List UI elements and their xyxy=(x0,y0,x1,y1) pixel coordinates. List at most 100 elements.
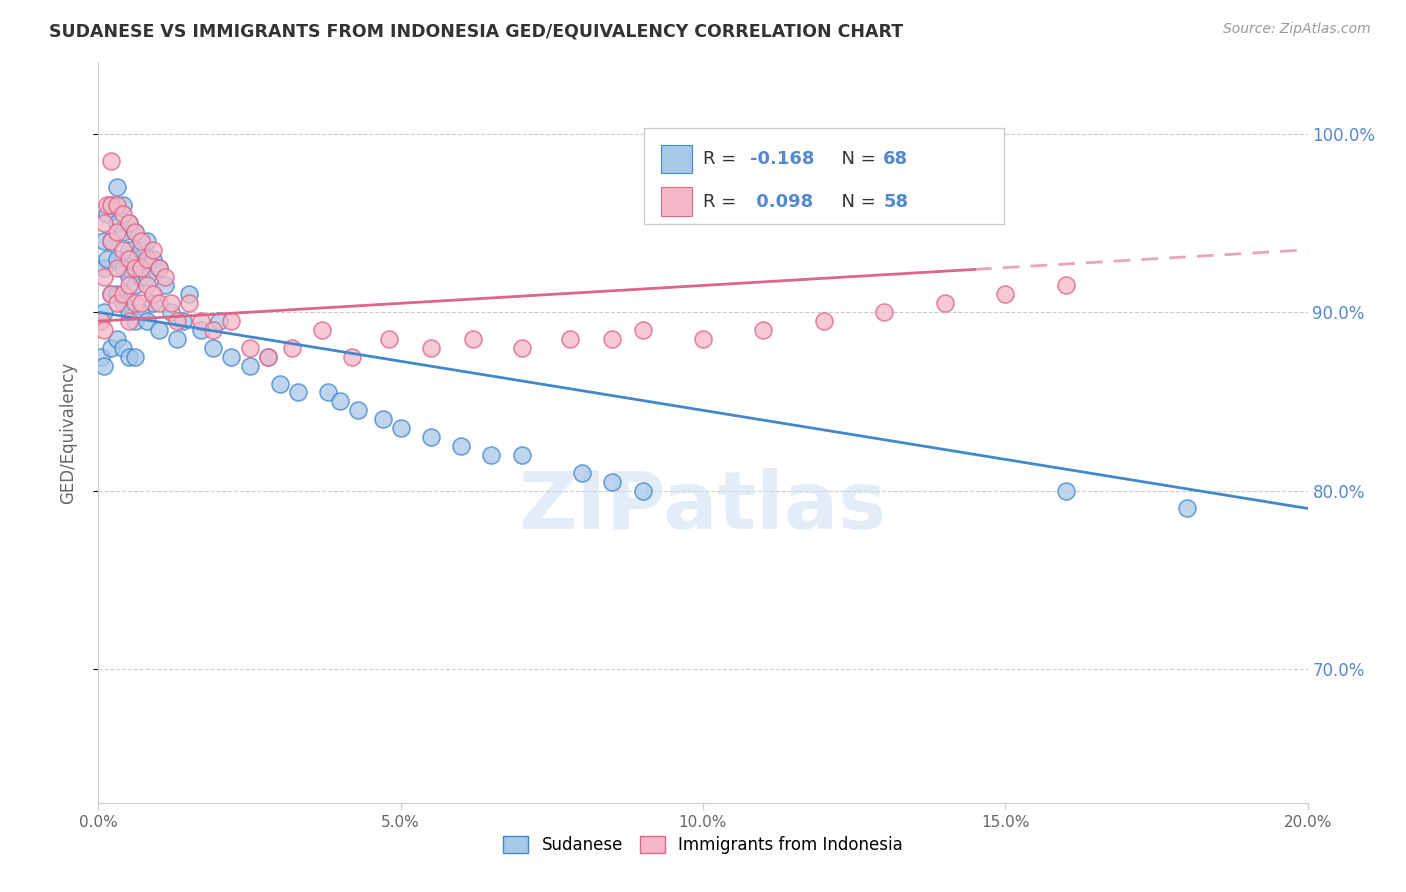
Point xyxy=(389,421,412,435)
Point xyxy=(450,439,472,453)
Point xyxy=(93,216,115,230)
Point xyxy=(166,332,188,346)
Point xyxy=(631,323,654,337)
Point xyxy=(118,252,141,266)
Point xyxy=(129,305,152,319)
Point xyxy=(148,296,170,310)
Point xyxy=(118,243,141,257)
Point xyxy=(239,341,262,355)
Point xyxy=(190,314,212,328)
Point xyxy=(208,314,231,328)
Text: 0.098: 0.098 xyxy=(749,193,813,211)
Point xyxy=(631,483,654,498)
Point xyxy=(129,243,152,257)
Point xyxy=(124,278,146,293)
Point xyxy=(148,323,170,337)
Point xyxy=(111,287,134,301)
Point xyxy=(202,341,225,355)
Point xyxy=(148,260,170,275)
Point xyxy=(287,385,309,400)
Point xyxy=(111,296,134,310)
Point xyxy=(111,198,134,212)
Point xyxy=(129,260,152,275)
Point xyxy=(118,314,141,328)
Point xyxy=(93,269,115,284)
Point xyxy=(124,252,146,266)
Point xyxy=(142,252,165,266)
Point xyxy=(166,314,188,328)
Point xyxy=(1054,278,1077,293)
Point xyxy=(420,341,443,355)
Point xyxy=(111,225,134,239)
Point xyxy=(93,234,115,248)
Point xyxy=(129,296,152,310)
Point xyxy=(111,243,134,257)
Point xyxy=(510,448,533,462)
Point xyxy=(124,314,146,328)
Point xyxy=(371,412,394,426)
Point xyxy=(256,350,278,364)
Point xyxy=(571,466,593,480)
Point xyxy=(100,287,122,301)
Point xyxy=(124,225,146,239)
Point xyxy=(129,234,152,248)
Point xyxy=(873,305,896,319)
Point xyxy=(463,332,485,346)
Point xyxy=(602,475,624,489)
Point xyxy=(934,296,956,310)
Point xyxy=(420,430,443,444)
Point xyxy=(179,287,201,301)
Point xyxy=(124,225,146,239)
Point xyxy=(90,350,112,364)
Point xyxy=(105,252,128,266)
Point xyxy=(153,269,176,284)
Point xyxy=(752,323,775,337)
Point xyxy=(100,234,122,248)
Point xyxy=(90,314,112,328)
Point xyxy=(221,314,243,328)
Point xyxy=(179,296,201,310)
Point xyxy=(100,341,122,355)
Text: -0.168: -0.168 xyxy=(749,150,814,168)
Point xyxy=(172,314,194,328)
Point xyxy=(100,198,122,212)
Text: Source: ZipAtlas.com: Source: ZipAtlas.com xyxy=(1223,22,1371,37)
Point xyxy=(135,252,157,266)
Point xyxy=(316,385,339,400)
Point xyxy=(118,216,141,230)
Point xyxy=(329,394,352,409)
Point xyxy=(190,323,212,337)
Text: 58: 58 xyxy=(883,193,908,211)
Point xyxy=(142,287,165,301)
Point xyxy=(93,260,115,275)
Text: SUDANESE VS IMMIGRANTS FROM INDONESIA GED/EQUIVALENCY CORRELATION CHART: SUDANESE VS IMMIGRANTS FROM INDONESIA GE… xyxy=(49,22,903,40)
Point xyxy=(96,252,118,266)
Point xyxy=(135,278,157,293)
Point xyxy=(105,287,128,301)
Point xyxy=(135,269,157,284)
Point xyxy=(118,350,141,364)
Point xyxy=(510,341,533,355)
Point xyxy=(96,198,118,212)
Point xyxy=(135,314,157,328)
Point xyxy=(118,278,141,293)
Point xyxy=(558,332,581,346)
Point xyxy=(124,296,146,310)
Point xyxy=(142,296,165,310)
Point xyxy=(342,350,364,364)
Point xyxy=(347,403,370,417)
Point xyxy=(111,260,134,275)
Point xyxy=(221,350,243,364)
Point xyxy=(105,260,128,275)
Point xyxy=(994,287,1017,301)
Point xyxy=(118,305,141,319)
Point xyxy=(100,198,122,212)
Text: ZIPatlas: ZIPatlas xyxy=(519,467,887,546)
Text: R =: R = xyxy=(703,193,742,211)
Text: R =: R = xyxy=(703,150,742,168)
Point xyxy=(124,350,146,364)
Point xyxy=(148,260,170,275)
Point xyxy=(202,323,225,337)
Point xyxy=(135,234,157,248)
Text: N =: N = xyxy=(830,150,882,168)
